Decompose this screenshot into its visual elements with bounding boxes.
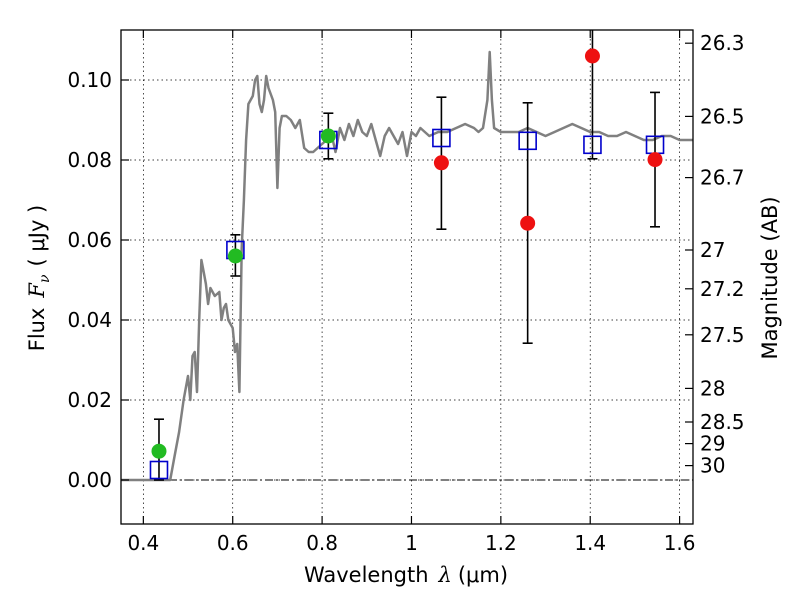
red-point-1 <box>520 215 536 231</box>
y-axis-title-symbol: F <box>25 282 49 299</box>
y-axis-title-prefix: Flux <box>25 308 49 352</box>
y-tick-label-4: 0.08 <box>67 148 112 172</box>
red-point-3 <box>647 152 663 168</box>
x-tick-label-5: 1.4 <box>574 531 606 555</box>
y-tick-label-3: 0.06 <box>67 228 112 252</box>
green-point-2 <box>320 128 336 144</box>
grid <box>121 30 693 524</box>
y-axis-ticks: 0.00 0.02 0.04 0.06 0.08 0.10 <box>67 68 129 492</box>
model-band-box-5 <box>583 135 602 155</box>
model-band-box-0 <box>149 460 169 480</box>
y-tick-label-1: 0.02 <box>67 388 112 412</box>
x-tick-label-0: 0.4 <box>127 531 159 555</box>
y2-tick-label-0: 26.3 <box>700 31 745 55</box>
green-point-0 <box>151 443 167 459</box>
plot-frame <box>120 29 694 525</box>
x-tick-label-6: 1.6 <box>664 531 696 555</box>
y-axis-title-unit: ( μJy ) <box>25 205 49 267</box>
model-band-box-3 <box>432 128 451 148</box>
model-sed-line <box>121 50 693 482</box>
x-tick-label-1: 0.6 <box>217 531 249 555</box>
y-tick-label-2: 0.04 <box>67 308 112 332</box>
y-axis-title-subscript: ν <box>37 274 53 283</box>
photometry-points <box>151 48 663 459</box>
y-axis-title: Flux Fν ( μJy ) <box>25 205 53 351</box>
y2-tick-label-4: 27.2 <box>700 277 745 301</box>
y2-tick-label-5: 27.5 <box>700 323 745 347</box>
y2-tick-label-6: 28 <box>700 376 725 400</box>
green-point-1 <box>227 248 243 264</box>
y2-tick-label-7: 28.5 <box>700 410 745 434</box>
x-tick-label-2: 0.8 <box>306 531 338 555</box>
red-point-2 <box>584 48 600 64</box>
x-axis-ticks: 0.4 0.6 0.8 1 1.2 1.4 1.6 <box>127 30 696 555</box>
x-axis-title-symbol: λ <box>438 563 452 587</box>
y2-tick-label-8: 29 <box>700 432 725 456</box>
y2-axis-title: Magnitude (AB) <box>758 196 782 359</box>
model-band-box-4 <box>518 131 537 151</box>
y2-tick-label-9: 30 <box>700 454 725 478</box>
plot-area <box>121 30 693 482</box>
x-axis-title: Wavelength λ (μm) <box>304 563 508 587</box>
y2-tick-label-2: 26.7 <box>700 166 745 190</box>
x-axis-title-prefix: Wavelength <box>304 563 429 587</box>
x-axis-title-unit: (μm) <box>458 563 508 587</box>
y-tick-label-5: 0.10 <box>67 68 112 92</box>
red-point-0 <box>433 155 449 171</box>
x-tick-label-3: 1 <box>405 531 418 555</box>
y2-tick-label-3: 27 <box>700 238 725 262</box>
y2-tick-label-1: 26.5 <box>700 104 745 128</box>
y-tick-label-0: 0.00 <box>67 468 112 492</box>
x-tick-label-4: 1.2 <box>485 531 517 555</box>
model-band-boxes <box>149 128 665 480</box>
